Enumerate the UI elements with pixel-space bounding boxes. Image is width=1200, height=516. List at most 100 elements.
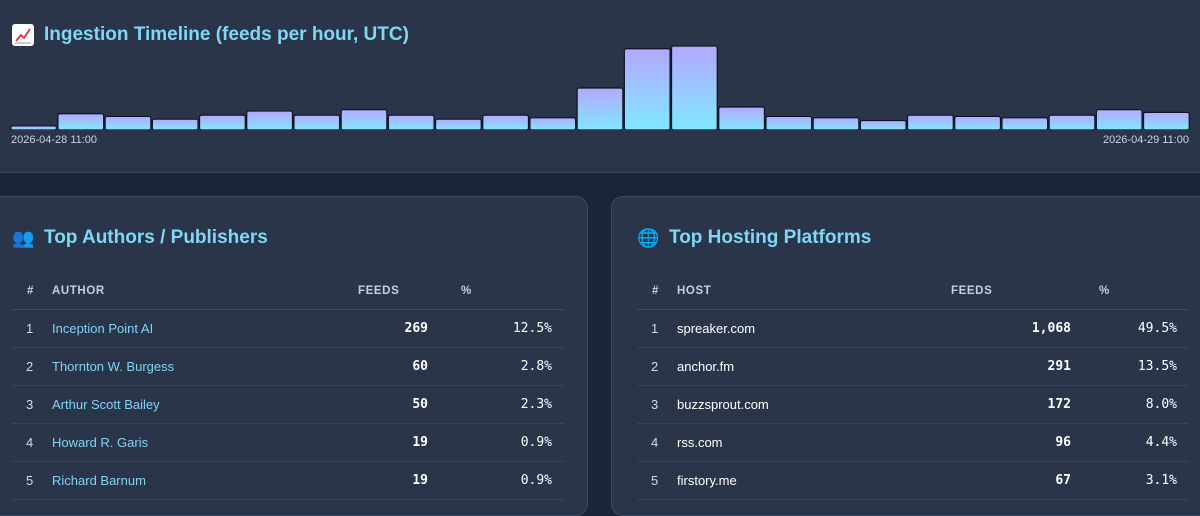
rank-cell: 3 [12,385,52,424]
feeds-cell: 67 [951,461,1071,500]
feeds-cell: 172 [951,385,1071,424]
timeline-title-text: Ingestion Timeline (feeds per hour, UTC) [44,24,409,45]
table-row[interactable]: 2 Thornton W. Burgess 60 2.8% [12,347,564,386]
timeline-bar[interactable] [1001,117,1049,130]
host-name[interactable]: rss.com [677,423,951,462]
host-name[interactable]: anchor.fm [677,347,951,386]
pct-cell: 12.5% [428,309,564,348]
host-name[interactable]: firstory.me [677,461,951,500]
rank-cell: 3 [637,385,677,424]
timeline-card: Ingestion Timeline (feeds per hour, UTC)… [0,0,1200,173]
author-link[interactable]: Inception Point AI [52,309,358,348]
rank-cell: 4 [637,423,677,462]
timeline-bar[interactable] [340,109,388,130]
timeline-bar[interactable] [859,119,907,130]
pct-cell: 49.5% [1071,309,1189,348]
top-hosts-panel: 🌐 Top Hosting Platforms # HOST FEEDS % 1… [611,196,1200,516]
pct-cell: 2.3% [428,385,564,424]
timeline-bar[interactable] [57,113,105,130]
top-hosts-title: 🌐 Top Hosting Platforms [637,227,871,249]
timeline-bar[interactable] [906,114,954,130]
timeline-end-label: 2026-04-29 11:00 [1102,134,1189,146]
pct-cell: 3.1% [1071,461,1189,500]
timeline-bar[interactable] [1095,109,1143,130]
timeline-bar[interactable] [812,117,860,130]
pct-cell: 2.8% [428,347,564,386]
pct-cell: 0.9% [428,461,564,500]
timeline-title: Ingestion Timeline (feeds per hour, UTC) [12,24,409,46]
feeds-cell: 1,068 [951,309,1071,348]
pct-cell: 8.0% [1071,385,1189,424]
globe-icon: 🌐 [637,228,660,248]
timeline-bar[interactable] [623,48,671,130]
column-header-author[interactable]: AUTHOR [52,273,358,310]
column-header-rank[interactable]: # [12,273,52,310]
timeline-bar[interactable] [198,114,246,130]
authors-table-header: # AUTHOR FEEDS % [12,273,564,310]
timeline-start-label: 2026-04-28 11:00 [11,134,98,146]
hosts-table-header: # HOST FEEDS % [637,273,1189,310]
feeds-cell: 19 [358,423,428,462]
timeline-bar[interactable] [529,117,577,130]
column-header-host[interactable]: HOST [677,273,951,310]
feeds-cell: 50 [358,385,428,424]
author-link[interactable]: Richard Barnum [52,461,358,500]
timeline-bar[interactable] [10,125,58,130]
rank-cell: 5 [637,461,677,500]
rank-cell: 2 [12,347,52,386]
top-authors-title-text: Top Authors / Publishers [44,227,268,248]
feeds-cell: 291 [951,347,1071,386]
column-header-feeds[interactable]: FEEDS [358,273,428,310]
rank-cell: 2 [637,347,677,386]
top-hosts-title-text: Top Hosting Platforms [669,227,872,248]
timeline-bar[interactable] [718,106,766,130]
timeline-bar[interactable] [434,118,482,130]
timeline-chart [10,40,1190,130]
column-header-pct[interactable]: % [428,273,564,310]
table-row[interactable]: 4 Howard R. Garis 19 0.9% [12,423,564,462]
timeline-bar[interactable] [246,110,294,130]
column-header-rank[interactable]: # [637,273,677,310]
pct-cell: 13.5% [1071,347,1189,386]
table-row[interactable]: 5 Richard Barnum 19 0.9% [12,461,564,500]
feeds-cell: 60 [358,347,428,386]
chart-up-icon [12,24,34,46]
rank-cell: 4 [12,423,52,462]
host-name[interactable]: buzzsprout.com [677,385,951,424]
pct-cell: 0.9% [428,423,564,462]
top-authors-title: 👥 Top Authors / Publishers [12,227,268,249]
timeline-chart-svg [10,45,1190,130]
table-row[interactable]: 1 spreaker.com 1,068 49.5% [637,309,1189,348]
table-row[interactable]: 2 anchor.fm 291 13.5% [637,347,1189,386]
timeline-bar[interactable] [293,114,341,130]
author-link[interactable]: Howard R. Garis [52,423,358,462]
column-header-feeds[interactable]: FEEDS [951,273,1071,310]
timeline-bar[interactable] [151,118,199,130]
table-row[interactable]: 5 firstory.me 67 3.1% [637,461,1189,500]
feeds-cell: 96 [951,423,1071,462]
feeds-cell: 19 [358,461,428,500]
timeline-bar[interactable] [576,87,624,130]
timeline-bar[interactable] [670,45,718,130]
timeline-bar[interactable] [954,115,1002,130]
feeds-cell: 269 [358,309,428,348]
table-row[interactable]: 3 buzzsprout.com 172 8.0% [637,385,1189,424]
author-link[interactable]: Arthur Scott Bailey [52,385,358,424]
timeline-bar[interactable] [765,115,813,130]
timeline-bar[interactable] [1142,111,1190,130]
column-header-pct[interactable]: % [1071,273,1189,310]
people-icon: 👥 [12,228,35,248]
timeline-bar[interactable] [1048,114,1096,130]
timeline-bar[interactable] [482,114,530,130]
host-name[interactable]: spreaker.com [677,309,951,348]
table-row[interactable]: 4 rss.com 96 4.4% [637,423,1189,462]
timeline-bar[interactable] [387,114,435,130]
table-row[interactable]: 3 Arthur Scott Bailey 50 2.3% [12,385,564,424]
rank-cell: 1 [637,309,677,348]
hosts-table: # HOST FEEDS % 1 spreaker.com 1,068 49.5% 2 a… [637,273,1189,500]
pct-cell: 4.4% [1071,423,1189,462]
timeline-bar[interactable] [104,115,152,130]
table-row[interactable]: 1 Inception Point AI 269 12.5% [12,309,564,348]
rank-cell: 5 [12,461,52,500]
author-link[interactable]: Thornton W. Burgess [52,347,358,386]
